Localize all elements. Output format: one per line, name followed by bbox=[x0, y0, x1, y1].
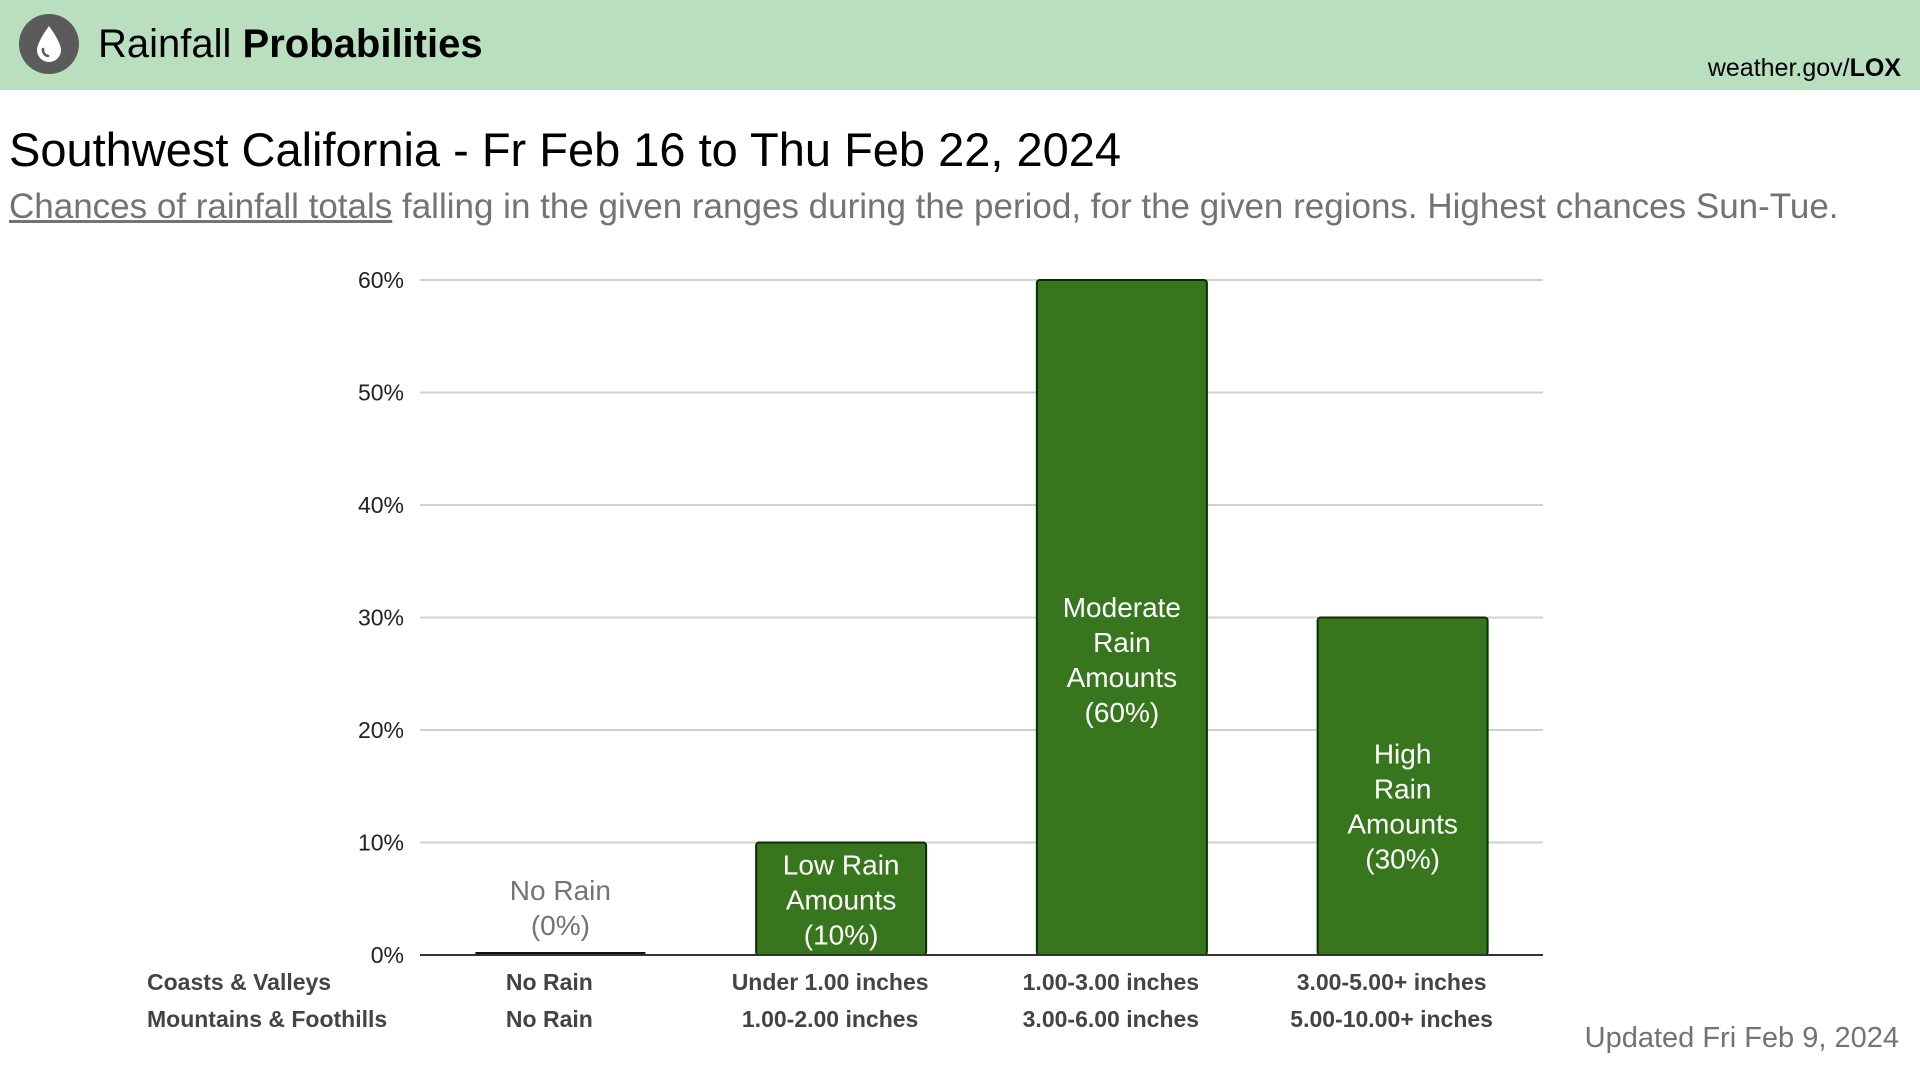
y-tick-label: 60% bbox=[358, 267, 404, 293]
y-tick-label: 40% bbox=[358, 492, 404, 518]
x-tick-label: No Rain bbox=[506, 969, 593, 995]
bar-data-label: Amounts bbox=[786, 885, 897, 916]
raindrop-icon bbox=[19, 14, 79, 74]
bar-data-label: Moderate bbox=[1063, 592, 1181, 623]
x-tick-label: 1.00-2.00 inches bbox=[742, 1006, 918, 1032]
subtitle-text: falling in the given ranges during the p… bbox=[392, 187, 1839, 226]
bar-data-label: Amounts bbox=[1347, 809, 1458, 840]
x-tick-label: 3.00-6.00 inches bbox=[1023, 1006, 1199, 1032]
region-row-label: Mountains & Foothills bbox=[147, 1006, 387, 1032]
bar-data-label: Rain bbox=[1093, 627, 1151, 658]
bar-data-label: (60%) bbox=[1085, 697, 1160, 728]
x-tick-label: 3.00-5.00+ inches bbox=[1297, 969, 1487, 995]
region-row-label: Coasts & Valleys bbox=[147, 969, 331, 995]
bar-data-label: Rain bbox=[1374, 774, 1432, 805]
bar-data-label: (0%) bbox=[531, 910, 590, 941]
site-link[interactable]: weather.gov/LOX bbox=[1708, 53, 1901, 83]
bar-data-label: Low Rain bbox=[783, 850, 900, 881]
header-bar: Rainfall Probabilities weather.gov/LOX bbox=[0, 0, 1920, 90]
page-title: Southwest California - Fr Feb 16 to Thu … bbox=[9, 123, 1122, 176]
bar-data-label: Amounts bbox=[1067, 662, 1178, 693]
bar-data-label: (30%) bbox=[1365, 844, 1440, 875]
bar-data-label: No Rain bbox=[510, 875, 611, 906]
x-tick-label: Under 1.00 inches bbox=[732, 969, 929, 995]
app-title-bold: Probabilities bbox=[242, 22, 483, 66]
x-tick-label: 1.00-3.00 inches bbox=[1023, 969, 1199, 995]
bar-data-label: High bbox=[1374, 739, 1432, 770]
updated-date: Updated Fri Feb 9, 2024 bbox=[1584, 1022, 1899, 1054]
x-tick-label: No Rain bbox=[506, 1006, 593, 1032]
y-tick-label: 20% bbox=[358, 717, 404, 743]
app-title-prefix: Rainfall bbox=[98, 22, 232, 66]
subtitle-link[interactable]: Chances of rainfall totals bbox=[9, 187, 393, 226]
x-tick-label: 5.00-10.00+ inches bbox=[1290, 1006, 1493, 1032]
site-link-prefix: weather.gov/ bbox=[1707, 54, 1850, 82]
y-tick-label: 10% bbox=[358, 830, 404, 856]
page-subtitle: Chances of rainfall totals falling in th… bbox=[9, 186, 1839, 228]
site-link-office: LOX bbox=[1849, 54, 1901, 82]
y-tick-label: 50% bbox=[358, 380, 404, 406]
bar bbox=[475, 952, 646, 955]
bar-data-label: (10%) bbox=[804, 920, 879, 951]
app-title: Rainfall Probabilities bbox=[98, 20, 483, 68]
y-tick-label: 0% bbox=[371, 942, 404, 968]
y-tick-label: 30% bbox=[358, 605, 404, 631]
